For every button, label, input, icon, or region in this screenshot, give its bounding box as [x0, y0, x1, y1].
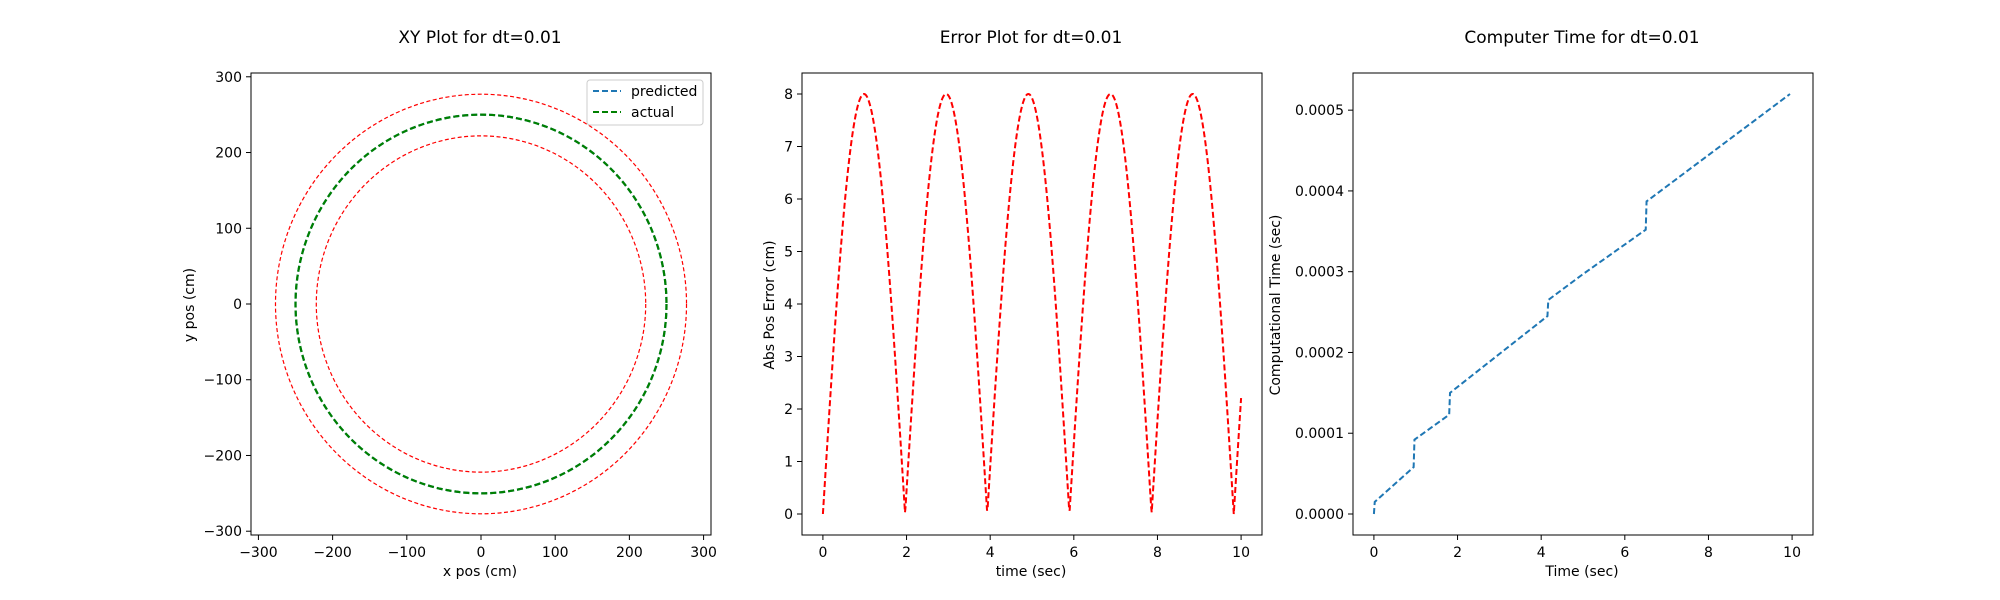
computer-time-series-line	[1372, 93, 1791, 515]
y-tick-label: 1	[784, 455, 793, 471]
y-tick-label: 100	[215, 221, 242, 237]
x-tick-label: 0	[477, 545, 486, 561]
panel-xy-plot: XY Plot for dt=0.01 −300 −200 −100 0 100 200 3…	[182, 28, 717, 580]
xy-plot-area: −300 −200 −100 0 100 200 300 −300 −200 −100 0 100 20…	[204, 70, 717, 561]
x-tick-label: 10	[1232, 545, 1250, 561]
y-tick-label: 2	[784, 402, 793, 418]
x-tick-label: 0	[818, 545, 827, 561]
series-actual	[294, 113, 668, 495]
error-plot-ylabel: Abs Pos Error (cm)	[762, 240, 778, 369]
x-tick-label: 8	[1153, 545, 1162, 561]
y-tick-label: 0.0004	[1295, 184, 1344, 200]
computer-time-ylabel: Computational Time (sec)	[1268, 215, 1284, 396]
x-tick-label: 4	[986, 545, 995, 561]
plot-data	[821, 92, 1243, 515]
xy-plot-ylabel: y pos (cm)	[182, 268, 198, 342]
xy-plot-title: XY Plot for dt=0.01	[398, 28, 561, 48]
xy-plot-xlabel: x pos (cm)	[443, 564, 517, 580]
x-tick-label: −100	[388, 545, 426, 561]
y-tick-label: 0.0005	[1295, 103, 1344, 119]
y-tick-label: 0.0000	[1295, 507, 1344, 523]
panel-error-plot: Error Plot for dt=0.01 0 2 4 6 8 10012345678 …	[762, 28, 1263, 580]
legend-label-predicted: predicted	[631, 84, 697, 100]
x-tick-label: 10	[1783, 545, 1801, 561]
y-tick-label: 300	[215, 70, 242, 86]
y-tick-label: 6	[784, 192, 793, 208]
y-tick-label: 200	[215, 146, 242, 162]
computer-time-title: Computer Time for dt=0.01	[1464, 28, 1699, 48]
x-tick-label: −300	[239, 545, 277, 561]
legend-label-actual: actual	[631, 105, 674, 121]
plot-data	[274, 93, 688, 515]
y-tick-label: 0.0001	[1295, 426, 1344, 442]
y-tick-label: −300	[204, 524, 242, 540]
x-tick-label: 8	[1704, 545, 1713, 561]
x-tick-label: 6	[1620, 545, 1629, 561]
y-tick-label: 8	[784, 87, 793, 103]
x-tick-label: 300	[690, 545, 717, 561]
error-series-line	[821, 92, 1243, 515]
y-tick-label: 4	[784, 297, 793, 313]
x-tick-label: 6	[1069, 545, 1078, 561]
xy-plot-legend: predicted actual	[586, 79, 704, 126]
error-plot-title: Error Plot for dt=0.01	[940, 28, 1123, 48]
x-tick-label: 0	[1369, 545, 1378, 561]
x-tick-label: 100	[542, 545, 569, 561]
y-tick-label: 7	[784, 140, 793, 156]
computer-time-area: 0 2 4 6 8 10 0.0000 0.0001 0.0002 0.0003 0.0004 0.0…	[1295, 72, 1814, 561]
y-tick-label: 0.0002	[1295, 345, 1344, 361]
series-boundary-r222	[315, 135, 647, 473]
axes-frame	[1352, 72, 1814, 536]
x-tick-label: 4	[1537, 545, 1546, 561]
y-tick-label: 0.0003	[1295, 265, 1344, 281]
error-plot-area: 0 2 4 6 8 10 0 1 2 3 4 5 6 7 8	[784, 72, 1263, 561]
x-tick-label: 200	[616, 545, 643, 561]
y-tick-label: 5	[784, 245, 793, 261]
computer-time-xlabel: Time (sec)	[1544, 564, 1618, 580]
y-tick-label: 0	[233, 297, 242, 313]
y-tick-label: 3	[784, 350, 793, 366]
y-tick-label: −100	[204, 373, 242, 389]
y-tick-label: −200	[204, 448, 242, 464]
x-tick-label: −200	[313, 545, 351, 561]
error-plot-xlabel: time (sec)	[996, 564, 1067, 580]
x-tick-label: 2	[902, 545, 911, 561]
series-boundary-r277	[274, 93, 688, 515]
x-tick-label: 2	[1453, 545, 1462, 561]
y-tick-label: 0	[784, 507, 793, 523]
plot-data	[1372, 93, 1791, 515]
panel-computer-time: Computer Time for dt=0.01 0 2 4 6 8 100.00000…	[1268, 28, 1814, 580]
